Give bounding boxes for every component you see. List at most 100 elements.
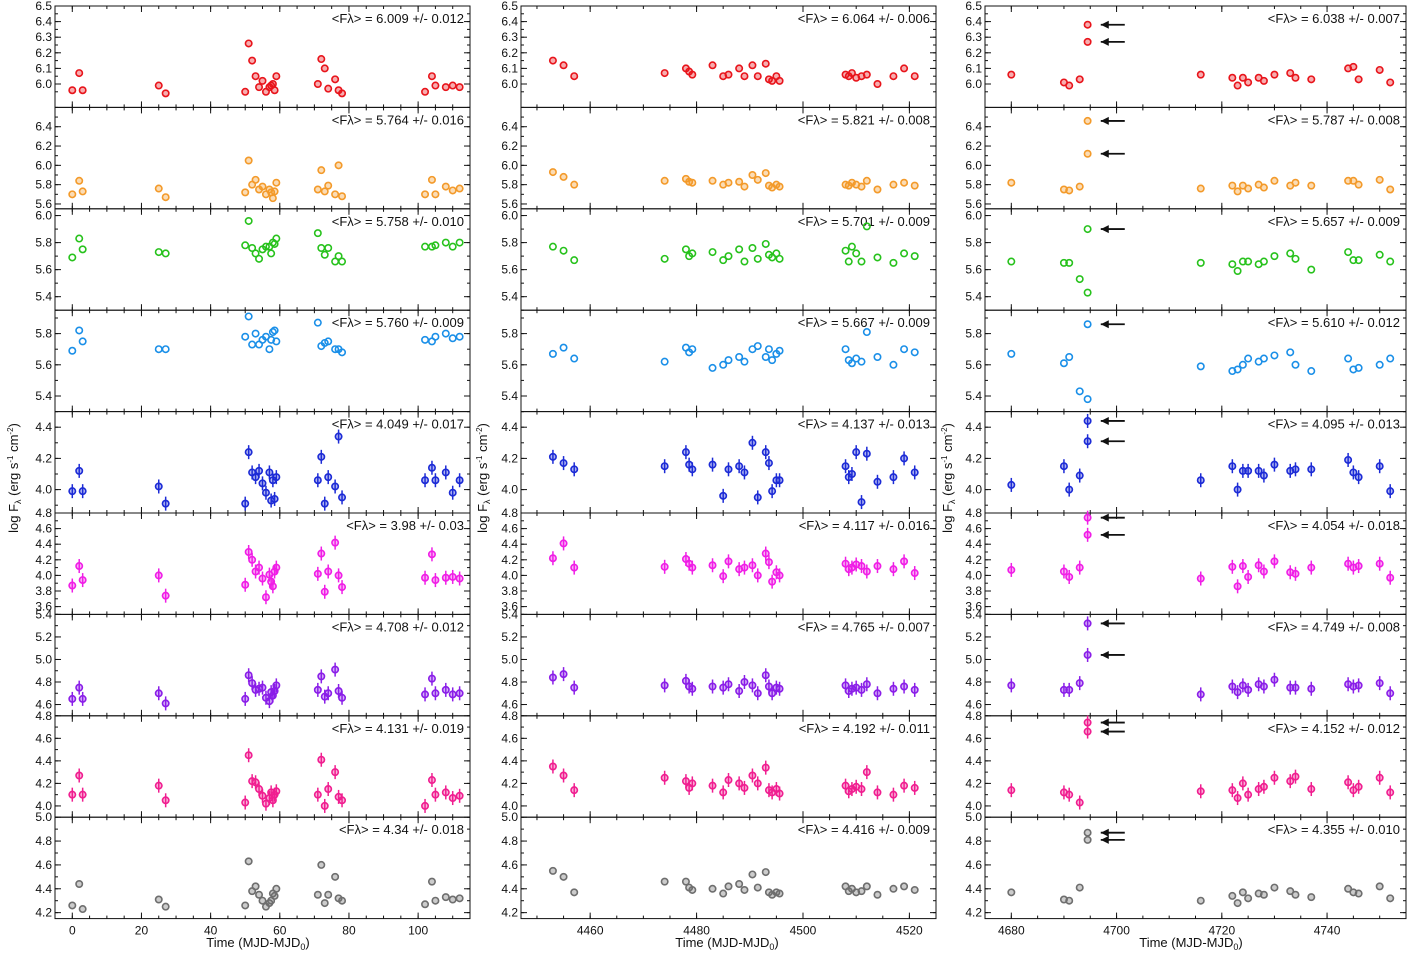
y-tick-label: 4.4 xyxy=(35,754,52,768)
y-tick-label: 6.4 xyxy=(965,15,982,29)
y-tick-label: 5.6 xyxy=(965,358,982,372)
y-tick-label: 4.0 xyxy=(501,799,518,813)
data-point xyxy=(1238,779,1247,788)
data-point xyxy=(1259,183,1268,192)
data-point xyxy=(248,56,257,65)
data-point xyxy=(1244,572,1253,581)
data-point xyxy=(889,72,898,81)
data-point xyxy=(272,563,281,572)
data-point xyxy=(548,349,557,358)
data-point xyxy=(313,790,322,799)
data-point xyxy=(244,216,253,225)
flare-arrow-head xyxy=(1100,116,1109,125)
data-point xyxy=(331,190,340,199)
data-point xyxy=(1354,889,1363,898)
data-point xyxy=(331,768,340,777)
mean-flux-annotation: <Fλ> = 4.095 +/- 0.013 xyxy=(1268,417,1400,432)
data-point xyxy=(1254,561,1263,570)
data-point xyxy=(1259,354,1268,363)
data-point xyxy=(1270,460,1279,469)
y-tick-label: 5.4 xyxy=(965,607,982,621)
y-tick-label: 6.2 xyxy=(35,139,52,153)
data-point xyxy=(331,538,340,547)
mean-flux-annotation: <Fλ> = 4.137 +/- 0.013 xyxy=(798,417,930,432)
data-point xyxy=(241,188,250,197)
x-tick-label: 100 xyxy=(408,924,428,938)
data-point xyxy=(255,83,264,92)
data-point xyxy=(272,234,281,243)
data-point xyxy=(338,348,347,357)
data-point xyxy=(761,448,770,457)
mean-flux-annotation: <Fλ> = 4.152 +/- 0.012 xyxy=(1268,721,1400,736)
data-point xyxy=(735,779,744,788)
data-point xyxy=(448,572,457,581)
data-point xyxy=(688,779,697,788)
data-point xyxy=(1307,684,1316,693)
y-tick-label: 5.0 xyxy=(35,652,52,666)
data-point xyxy=(427,175,436,184)
y-tick-label: 5.0 xyxy=(35,810,52,824)
y-tick-label: 6.1 xyxy=(35,61,52,75)
data-point xyxy=(1238,73,1247,82)
data-point xyxy=(910,783,919,792)
data-point xyxy=(753,571,762,580)
data-point xyxy=(660,877,669,886)
data-point xyxy=(161,796,170,805)
data-point xyxy=(1083,619,1092,628)
data-point xyxy=(427,877,436,886)
y-tick-label: 4.6 xyxy=(501,858,518,872)
y-tick-label: 4.4 xyxy=(35,537,52,551)
data-point xyxy=(1244,790,1253,799)
data-point xyxy=(1007,565,1016,574)
data-point xyxy=(1083,416,1092,425)
y-tick-label: 5.4 xyxy=(35,389,52,403)
mean-flux-annotation: <Fλ> = 5.760 +/- 0.009 xyxy=(332,315,464,330)
data-point xyxy=(900,178,909,187)
data-point xyxy=(441,685,450,694)
data-point xyxy=(1286,348,1295,357)
data-point xyxy=(852,448,861,457)
flare-arrow-head xyxy=(1100,530,1109,539)
y-tick-label: 4.8 xyxy=(965,709,982,723)
data-point xyxy=(1291,178,1300,187)
data-point xyxy=(889,884,898,893)
mean-flux-annotation: <Fλ> = 6.064 +/- 0.006 xyxy=(798,11,930,26)
data-point xyxy=(753,175,762,184)
data-point xyxy=(1059,258,1068,267)
data-point xyxy=(719,788,728,797)
mean-flux-annotation: <Fλ> = 5.764 +/- 0.016 xyxy=(332,112,464,127)
data-point xyxy=(708,61,717,70)
data-point xyxy=(548,673,557,682)
data-point xyxy=(251,329,260,338)
data-point xyxy=(761,59,770,68)
data-point xyxy=(753,254,762,263)
y-tick-label: 4.2 xyxy=(35,451,52,465)
data-point xyxy=(68,694,77,703)
data-point xyxy=(313,318,322,327)
data-point xyxy=(255,254,264,263)
data-point xyxy=(313,185,322,194)
data-point xyxy=(900,557,909,566)
data-point xyxy=(313,80,322,89)
y-tick-label: 6.2 xyxy=(965,46,982,60)
data-point xyxy=(559,343,568,352)
data-point xyxy=(78,576,87,585)
data-point xyxy=(431,190,440,199)
y-tick-label: 4.0 xyxy=(501,568,518,582)
y-tick-label: 4.4 xyxy=(965,754,982,768)
data-point xyxy=(748,561,757,570)
data-point xyxy=(1375,679,1384,688)
data-point xyxy=(660,462,669,471)
y-tick-label: 4.6 xyxy=(35,731,52,745)
data-point xyxy=(724,178,733,187)
data-point xyxy=(161,249,170,258)
data-point xyxy=(1349,468,1358,477)
x-tick-label: 80 xyxy=(342,924,356,938)
data-point xyxy=(559,670,568,679)
data-point xyxy=(1344,248,1353,257)
data-point xyxy=(427,674,436,683)
data-point xyxy=(768,487,777,496)
data-point xyxy=(317,55,326,64)
data-point xyxy=(427,72,436,81)
data-point xyxy=(1307,465,1316,474)
